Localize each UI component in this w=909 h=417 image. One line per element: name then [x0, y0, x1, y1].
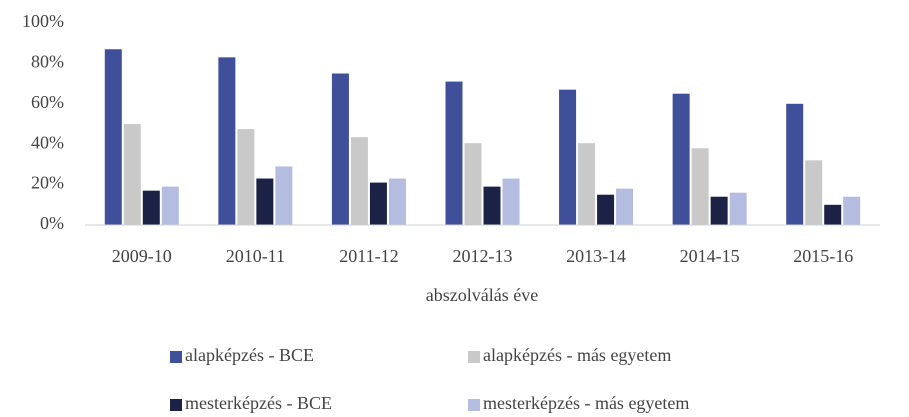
legend-swatch	[170, 351, 182, 363]
bar	[218, 57, 236, 226]
bar	[237, 129, 255, 225]
bar	[597, 194, 615, 225]
bar	[256, 178, 274, 225]
x-axis-label: abszolválás éve	[426, 285, 538, 305]
y-tick-label: 40%	[31, 132, 64, 152]
legend-label: alapképzés - más egyetem	[483, 345, 671, 365]
bar	[483, 186, 501, 225]
y-tick-label: 20%	[31, 173, 64, 193]
y-tick-label: 80%	[31, 52, 64, 72]
bar	[161, 186, 179, 225]
bar	[464, 143, 482, 225]
x-tick-label: 2010-11	[226, 246, 285, 266]
y-tick-label: 0%	[40, 213, 64, 233]
bar	[710, 196, 728, 225]
bar	[104, 49, 122, 226]
legend-label: mesterképzés - BCE	[185, 393, 332, 413]
bar	[331, 73, 349, 225]
x-tick-label: 2015-16	[793, 246, 853, 266]
y-tick-label: 60%	[31, 92, 64, 112]
legend-swatch	[170, 399, 182, 411]
x-tick-label: 2012-13	[453, 246, 513, 266]
bar	[123, 124, 141, 225]
bar	[559, 89, 577, 225]
bar	[578, 143, 596, 225]
bar	[729, 192, 747, 225]
bar	[350, 137, 368, 225]
legend-label: mesterképzés - más egyetem	[483, 393, 689, 413]
bar	[691, 148, 709, 225]
legend-swatch	[468, 351, 480, 363]
bar	[843, 196, 861, 225]
x-tick-label: 2013-14	[566, 246, 626, 266]
x-tick-label: 2014-15	[680, 246, 740, 266]
y-tick-label: 100%	[22, 11, 64, 31]
x-tick-label: 2009-10	[112, 246, 172, 266]
bar	[388, 178, 406, 225]
bar	[805, 160, 823, 225]
bar	[142, 190, 160, 225]
bar	[445, 81, 463, 225]
x-tick-label: 2011-12	[339, 246, 398, 266]
bar	[824, 204, 842, 225]
bar	[369, 182, 387, 225]
legend-swatch	[468, 399, 480, 411]
bar	[275, 166, 293, 225]
bar	[502, 178, 520, 225]
legend-label: alapképzés - BCE	[185, 345, 314, 365]
bar	[786, 103, 804, 225]
bar	[616, 188, 634, 225]
bar	[672, 93, 690, 225]
